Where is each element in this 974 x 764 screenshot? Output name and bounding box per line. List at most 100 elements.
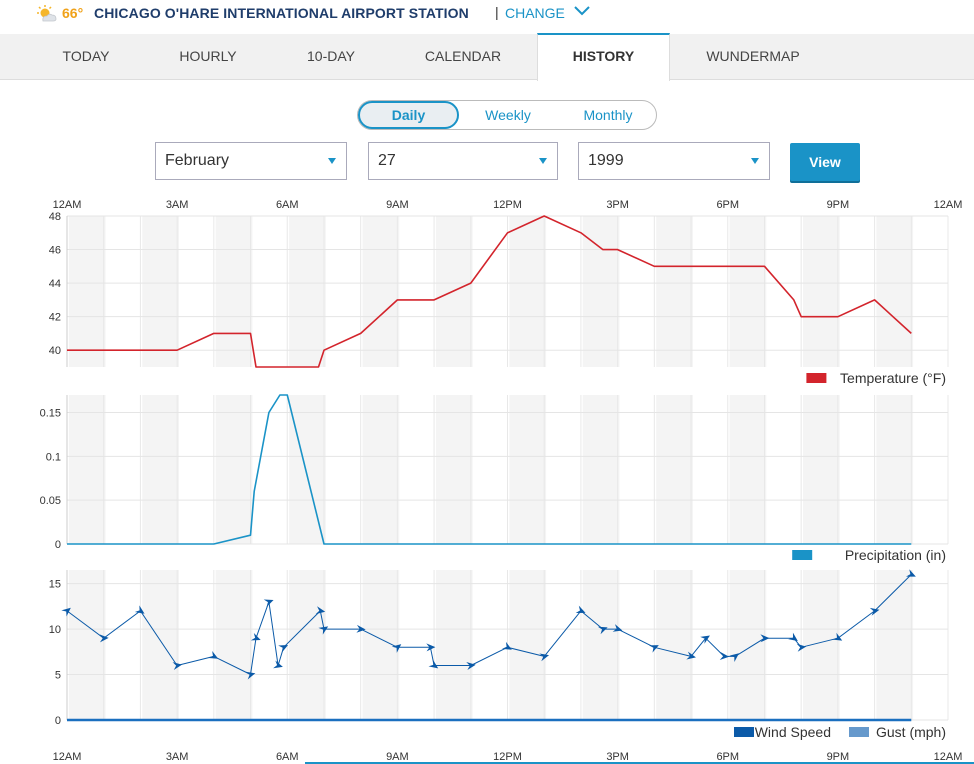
tab-wundermap[interactable]: WUNDERMAP xyxy=(706,48,800,64)
chart-band xyxy=(289,395,326,544)
time-label-top: 3AM xyxy=(166,199,189,211)
chart-band xyxy=(729,395,767,544)
chart-band xyxy=(509,395,547,544)
series-line-wind-speed xyxy=(66,574,912,675)
wind-point xyxy=(700,635,710,644)
wind-point xyxy=(263,599,274,607)
tab-bar: TODAY HOURLY 10-DAY CALENDAR HISTORY WUN… xyxy=(0,33,974,81)
time-label-top: 12PM xyxy=(493,199,522,211)
wind-point xyxy=(315,606,326,615)
time-label-top: 6PM xyxy=(716,199,739,211)
period-daily[interactable]: Daily xyxy=(358,101,459,129)
series-line-temperature xyxy=(67,215,912,368)
legend-swatch xyxy=(734,727,754,737)
wind-point xyxy=(250,632,261,641)
wind-point xyxy=(788,632,798,642)
legend-swatch xyxy=(849,727,869,737)
tab-history[interactable]: HISTORY xyxy=(537,33,670,81)
year-select[interactable]: 1999 xyxy=(578,142,770,180)
y-tick-label: 0.05 xyxy=(40,495,61,507)
chart-band xyxy=(435,395,473,544)
time-label-top: 3PM xyxy=(606,199,629,211)
wind-point xyxy=(61,607,71,617)
time-label-bottom: 3AM xyxy=(166,751,189,763)
chart-band xyxy=(582,570,620,720)
chart-band xyxy=(289,216,326,367)
y-tick-label: 0 xyxy=(55,539,61,551)
location-bar: 66° CHICAGO O'HARE INTERNATIONAL AIRPORT… xyxy=(0,0,974,26)
legend-label: Wind Speed xyxy=(755,724,831,740)
wind-point xyxy=(318,626,329,635)
chart-band xyxy=(876,570,914,720)
time-label-bottom: 9AM xyxy=(386,751,409,763)
legend-swatch xyxy=(806,373,827,383)
partly-sunny-icon xyxy=(37,5,57,22)
time-label-bottom: 9PM xyxy=(827,751,850,763)
chart-band xyxy=(68,395,106,544)
wind-point xyxy=(597,626,608,635)
chart-band xyxy=(362,395,400,544)
y-tick-label: 42 xyxy=(49,312,61,324)
y-tick-label: 0.15 xyxy=(40,408,61,420)
chart-band xyxy=(582,216,620,367)
wind-point xyxy=(760,634,770,643)
wind-point xyxy=(906,569,916,577)
wind-point xyxy=(273,660,283,669)
tab-10-day[interactable]: 10-DAY xyxy=(307,48,355,64)
wind-point xyxy=(539,653,550,662)
time-label-bottom: 6AM xyxy=(276,751,299,763)
wind-point xyxy=(466,662,476,670)
wind-point xyxy=(391,644,402,653)
chart-band xyxy=(803,395,840,544)
series-line-precipitation xyxy=(67,394,912,545)
y-tick-label: 0 xyxy=(55,715,61,727)
tab-calendar[interactable]: CALENDAR xyxy=(424,48,502,64)
current-temperature: 66° xyxy=(62,5,84,21)
time-label-top: 9AM xyxy=(386,199,409,211)
wind-point xyxy=(832,632,843,641)
year-value: 1999 xyxy=(588,152,624,169)
chart-band xyxy=(68,570,106,720)
dropdown-caret-icon xyxy=(539,158,547,164)
chart-band xyxy=(656,216,693,367)
wind-point xyxy=(796,643,807,652)
tab-today[interactable]: TODAY xyxy=(62,48,110,64)
tab-hourly[interactable]: HOURLY xyxy=(179,48,237,64)
month-select[interactable]: February xyxy=(155,142,347,180)
period-toggle: Daily Weekly Monthly xyxy=(357,100,657,130)
chart-band xyxy=(876,395,914,544)
legend-label: Gust (mph) xyxy=(876,724,946,740)
chart-band xyxy=(68,216,106,367)
change-station-link[interactable]: CHANGE xyxy=(505,5,565,21)
time-label-top: 12AM xyxy=(53,199,82,211)
wind-point xyxy=(575,605,586,614)
chart-band xyxy=(289,570,326,720)
chevron-down-icon[interactable] xyxy=(573,4,591,18)
chart-band xyxy=(509,570,547,720)
chart-band xyxy=(582,395,620,544)
y-tick-label: 0.1 xyxy=(46,451,61,463)
legend-label: Temperature (°F) xyxy=(840,370,946,386)
period-weekly[interactable]: Weekly xyxy=(485,107,531,123)
time-label-top: 12AM xyxy=(934,199,963,211)
view-button[interactable]: View xyxy=(790,143,860,181)
chart-band xyxy=(656,570,693,720)
wind-point xyxy=(686,651,696,660)
chart-band xyxy=(142,216,179,367)
y-tick-label: 48 xyxy=(49,211,61,223)
y-tick-label: 15 xyxy=(49,579,61,591)
wind-point xyxy=(428,659,439,669)
wind-point xyxy=(612,624,623,632)
wind-point xyxy=(356,624,366,633)
wind-point xyxy=(426,643,436,652)
chart-band xyxy=(876,216,914,367)
period-monthly[interactable]: Monthly xyxy=(583,107,633,123)
y-tick-label: 10 xyxy=(49,624,61,636)
wind-point xyxy=(172,662,183,671)
y-tick-label: 44 xyxy=(49,278,61,290)
time-label-bottom: 3PM xyxy=(606,751,629,763)
chart-band xyxy=(215,570,253,720)
time-label-top: 6AM xyxy=(276,199,299,211)
day-select[interactable]: 27 xyxy=(368,142,558,180)
chart-band xyxy=(729,216,767,367)
